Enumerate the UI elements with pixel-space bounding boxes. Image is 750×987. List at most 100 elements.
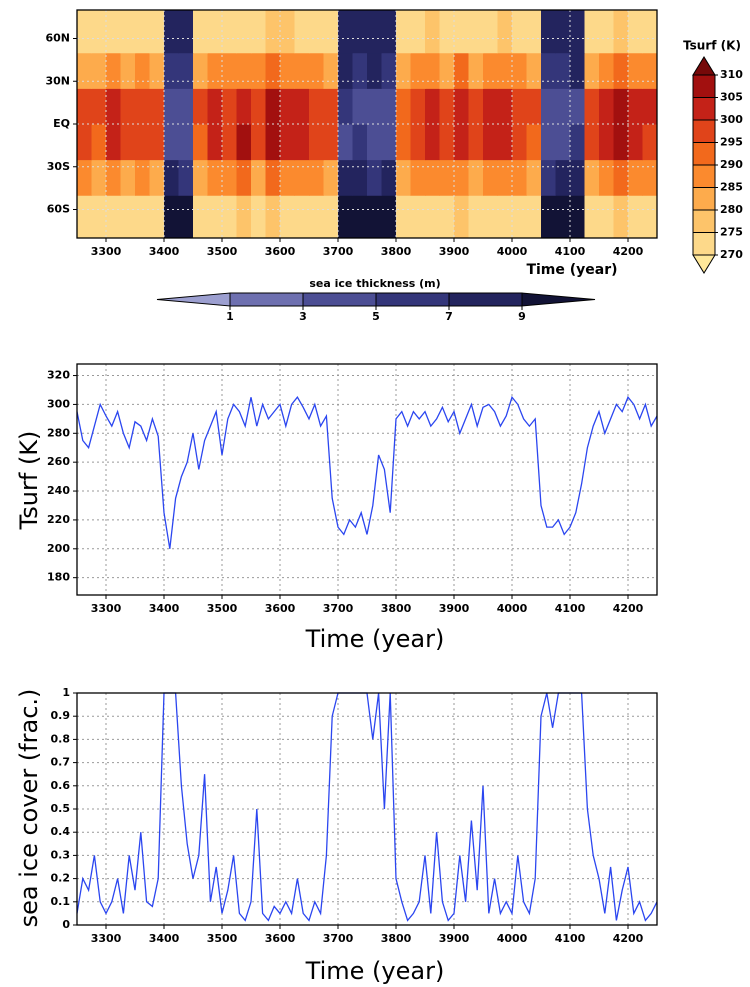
heat-cell [497,52,513,89]
heat-cell [106,88,121,125]
heat-cell [77,195,92,239]
ice-cell [570,52,585,89]
ice-cell [541,124,556,161]
x-tick-label: 3600 [265,602,296,615]
y-axis-label: Tsurf (K) [15,431,43,531]
heat-cell [396,10,411,54]
colorbar-tick-label: 1 [226,310,234,323]
heat-cell [193,159,208,196]
ice-cell [381,159,397,196]
heat-cell [468,52,484,89]
heat-cell [642,52,658,89]
heat-cell [613,159,629,196]
heat-cell [439,124,455,161]
heat-cell [265,159,281,196]
ice-cell [178,195,194,239]
heat-cell [207,52,223,89]
heat-cell [497,10,513,54]
y-tick-label: 0.3 [51,848,71,861]
heat-cell [497,195,513,239]
heat-cell [193,10,208,54]
heat-cell [149,10,165,54]
x-tick-label: 3400 [149,602,180,615]
ice-cell [570,10,585,54]
heat-cell [294,195,310,239]
ice-cell [178,52,194,89]
heat-cell [323,52,339,89]
heat-cell [91,10,107,54]
heat-cell [425,124,440,161]
heat-cell [628,195,643,239]
heat-cell [526,159,542,196]
x-tick-label: 3400 [149,245,180,258]
heat-cell [483,159,498,196]
y-tick-label: 60S [47,203,70,216]
heat-cell [526,195,542,239]
plot-frame [76,692,658,926]
heat-cell [77,159,92,196]
x-axis-label: Time (year) [305,957,445,985]
heat-cell [599,88,614,125]
ice-cell [164,10,179,54]
heat-cell [207,195,223,239]
ice-cell [555,10,571,54]
heat-cell [323,10,339,54]
ice-cell [367,124,382,161]
heat-cell [149,159,165,196]
heat-cell [396,52,411,89]
heat-cell [222,10,237,54]
x-tick-label: 4000 [497,602,528,615]
heat-cell [454,159,469,196]
heat-cell [497,124,513,161]
colorbar-swatch [692,187,716,211]
heat-cell [512,10,527,54]
colorbar-swatch [375,292,450,307]
y-tick-label: 280 [47,426,70,439]
ice-cell [338,52,353,89]
heat-cell [483,195,498,239]
y-tick-label: 0.7 [51,756,71,769]
heat-cell [396,195,411,239]
heat-cell [410,124,426,161]
heat-cell [439,195,455,239]
y-tick-label: 30S [47,160,70,173]
x-tick-label: 4100 [555,245,586,258]
ice-cell [570,159,585,196]
heat-cell [135,88,150,125]
heat-cell [599,124,614,161]
heat-cell [120,195,136,239]
heat-cell [91,159,107,196]
ice-cell [541,195,556,239]
heat-cell [642,88,658,125]
data-line [76,692,658,922]
heat-cell [642,10,658,54]
x-tick-label: 4200 [613,602,644,615]
x-tick-label: 4200 [613,245,644,258]
y-tick-label: EQ [53,117,70,130]
heat-cell [584,52,600,89]
heat-cell [396,124,411,161]
ice-cell [178,124,194,161]
plot-frame [76,9,658,239]
heat-cell [468,124,484,161]
heat-cell [512,52,527,89]
ice-cell [555,52,571,89]
heat-cell [280,159,295,196]
x-tick-label: 3800 [381,245,412,258]
heat-cell [91,88,107,125]
ice-cell [381,52,397,89]
colorbar-tick-label: 305 [720,91,743,104]
heat-cell [280,88,295,125]
y-tick-label: 1 [62,686,70,699]
ice-cell [367,159,382,196]
ice-cell [555,195,571,239]
heat-cell [642,159,658,196]
ice-cell [178,88,194,125]
colorbar-swatch [692,74,716,98]
colorbar-tick-label: 290 [720,158,743,171]
y-tick-label: 0.6 [51,779,71,792]
heat-cell [584,124,600,161]
heat-cell [280,52,295,89]
ice-cell [570,195,585,239]
